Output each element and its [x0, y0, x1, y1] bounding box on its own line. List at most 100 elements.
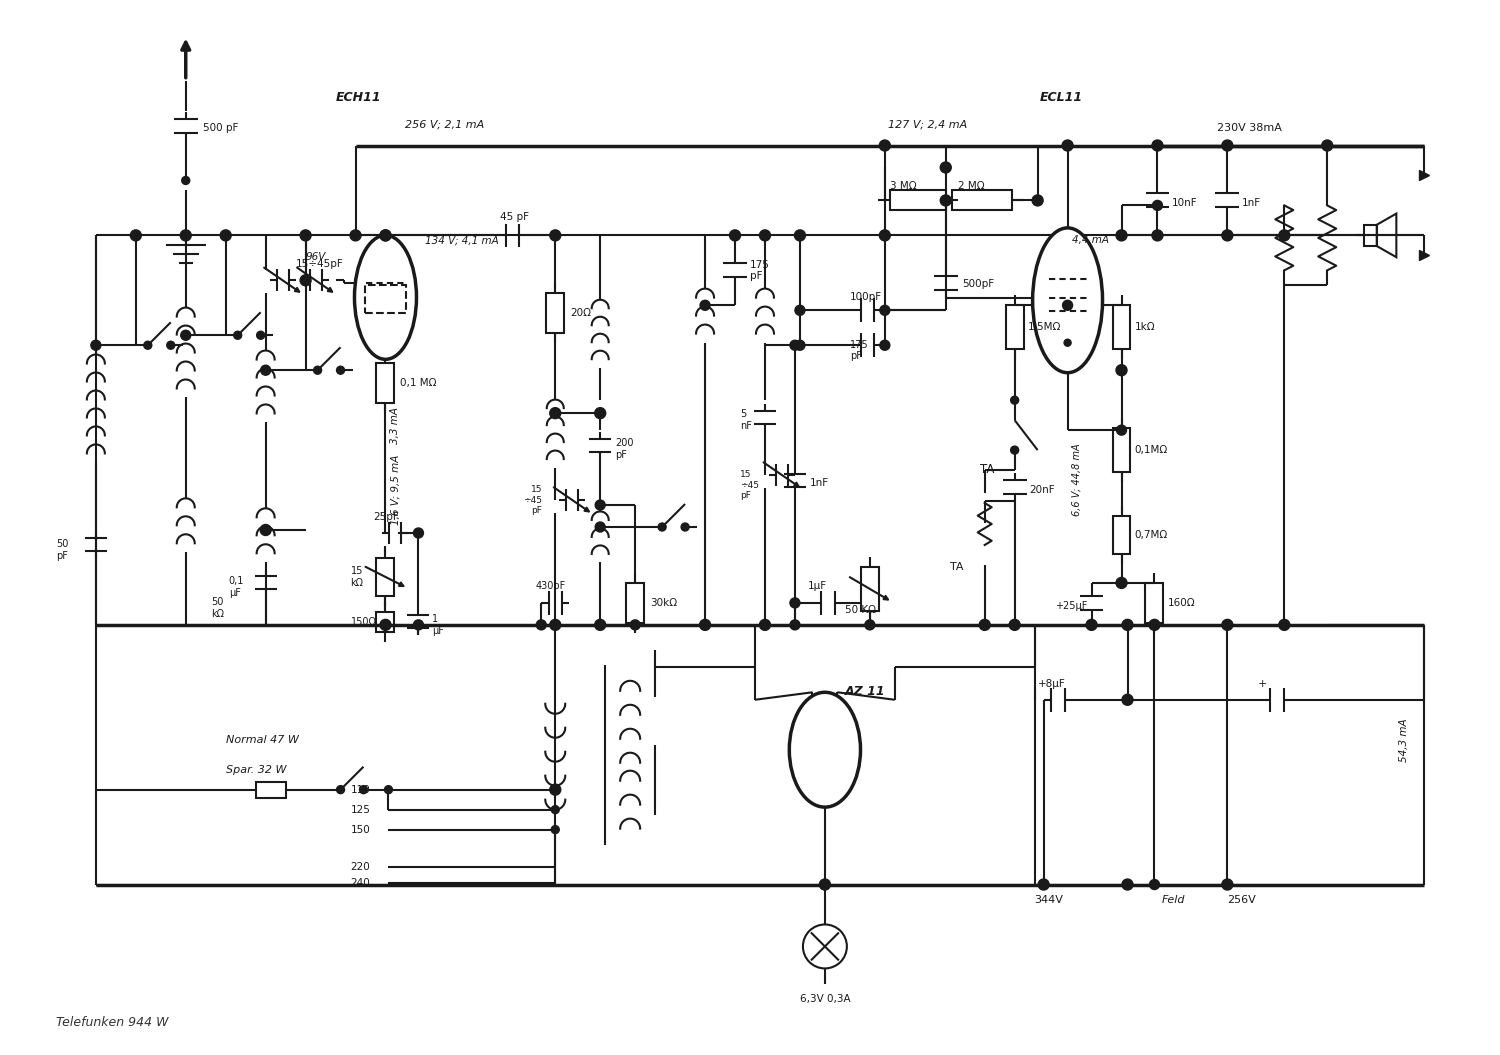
Circle shape: [879, 230, 891, 241]
Circle shape: [1152, 200, 1162, 210]
Circle shape: [384, 786, 393, 793]
Text: 10nF: 10nF: [1172, 198, 1197, 209]
Circle shape: [821, 880, 830, 889]
Text: 45 pF: 45 pF: [501, 212, 530, 223]
Text: 50
kΩ: 50 kΩ: [210, 597, 224, 619]
Circle shape: [1280, 230, 1290, 241]
Circle shape: [130, 230, 141, 241]
Text: 0,1
µF: 0,1 µF: [228, 576, 244, 598]
Circle shape: [1322, 140, 1332, 151]
Circle shape: [879, 140, 891, 151]
Circle shape: [550, 784, 561, 795]
Circle shape: [658, 523, 666, 531]
Circle shape: [180, 230, 190, 241]
Circle shape: [880, 305, 890, 315]
Circle shape: [729, 230, 741, 241]
Text: 220: 220: [351, 862, 370, 871]
Circle shape: [819, 879, 831, 890]
Text: 6,6 V; 44,8 mA: 6,6 V; 44,8 mA: [1071, 444, 1082, 516]
Circle shape: [594, 407, 606, 419]
Bar: [364, 285, 407, 313]
Bar: [1005, 305, 1023, 349]
Circle shape: [1222, 140, 1233, 151]
Text: 0,1 MΩ: 0,1 MΩ: [400, 378, 436, 388]
Bar: [890, 191, 945, 210]
Text: +25µF: +25µF: [1054, 601, 1088, 611]
Text: 240: 240: [351, 878, 370, 887]
Circle shape: [1011, 397, 1019, 404]
Circle shape: [1149, 619, 1160, 631]
Circle shape: [1116, 577, 1126, 589]
Ellipse shape: [354, 235, 417, 360]
Circle shape: [336, 366, 345, 375]
Circle shape: [300, 275, 310, 286]
Text: 1nF: 1nF: [810, 478, 830, 488]
Bar: [255, 782, 285, 798]
Circle shape: [880, 341, 890, 350]
Circle shape: [1149, 880, 1160, 889]
Text: 110: 110: [351, 785, 370, 794]
Circle shape: [594, 619, 606, 631]
Text: AZ 11: AZ 11: [844, 685, 885, 697]
Circle shape: [550, 619, 561, 631]
Circle shape: [699, 619, 711, 631]
Circle shape: [1086, 619, 1096, 631]
Circle shape: [300, 230, 310, 241]
Circle shape: [940, 195, 951, 206]
Text: 3,3 mA: 3,3 mA: [390, 406, 400, 444]
Text: TA: TA: [950, 562, 963, 572]
Bar: [1146, 583, 1164, 622]
Circle shape: [550, 230, 561, 241]
Text: 0,7MΩ: 0,7MΩ: [1134, 530, 1167, 540]
Text: 20nF: 20nF: [1029, 485, 1056, 495]
Circle shape: [596, 522, 604, 532]
Text: ECL11: ECL11: [1040, 91, 1083, 103]
Circle shape: [336, 786, 345, 793]
Circle shape: [1122, 619, 1132, 631]
Circle shape: [1116, 365, 1126, 376]
Circle shape: [220, 230, 231, 241]
Bar: [626, 583, 644, 622]
Text: 500 pF: 500 pF: [202, 122, 238, 133]
Text: 50
pF: 50 pF: [56, 539, 69, 561]
Text: 150Ω: 150Ω: [351, 617, 376, 627]
Circle shape: [795, 230, 806, 241]
Circle shape: [1062, 301, 1072, 310]
Text: 1µF: 1µF: [808, 581, 826, 591]
Circle shape: [380, 230, 392, 241]
Text: 150: 150: [351, 825, 370, 835]
Ellipse shape: [1032, 228, 1102, 372]
Ellipse shape: [789, 692, 861, 807]
Text: 1
µF: 1 µF: [432, 614, 444, 636]
Bar: [1113, 428, 1131, 472]
Text: 50 KΩ: 50 KΩ: [844, 605, 876, 615]
Text: 256 V; 2,1 mA: 256 V; 2,1 mA: [405, 119, 484, 130]
Text: 54,3 mA: 54,3 mA: [1400, 717, 1408, 762]
Circle shape: [256, 331, 264, 340]
Text: Telefunken 944 W: Telefunken 944 W: [56, 1016, 168, 1030]
Circle shape: [552, 806, 560, 813]
Circle shape: [1280, 619, 1290, 631]
Text: 134 V; 4,1 mA: 134 V; 4,1 mA: [426, 235, 500, 246]
Circle shape: [790, 620, 800, 630]
Text: 96V: 96V: [306, 252, 326, 263]
Circle shape: [314, 366, 321, 375]
Circle shape: [1222, 230, 1233, 241]
Text: 1kΩ: 1kΩ: [1134, 322, 1155, 332]
Circle shape: [261, 365, 270, 376]
Circle shape: [790, 341, 800, 350]
Bar: [376, 612, 394, 632]
Circle shape: [234, 331, 242, 340]
Text: 30kΩ: 30kΩ: [650, 598, 678, 608]
Circle shape: [92, 341, 100, 350]
Text: +: +: [1257, 678, 1266, 689]
Circle shape: [537, 620, 546, 630]
Circle shape: [681, 523, 688, 531]
Text: ECH11: ECH11: [336, 91, 381, 103]
Circle shape: [552, 826, 560, 833]
Text: Normal 47 W: Normal 47 W: [225, 734, 298, 745]
Circle shape: [596, 500, 604, 510]
Text: 200
pF: 200 pF: [615, 438, 633, 460]
Text: 0,1MΩ: 0,1MΩ: [1134, 445, 1167, 455]
Text: 15
÷45
pF: 15 ÷45 pF: [740, 471, 759, 500]
